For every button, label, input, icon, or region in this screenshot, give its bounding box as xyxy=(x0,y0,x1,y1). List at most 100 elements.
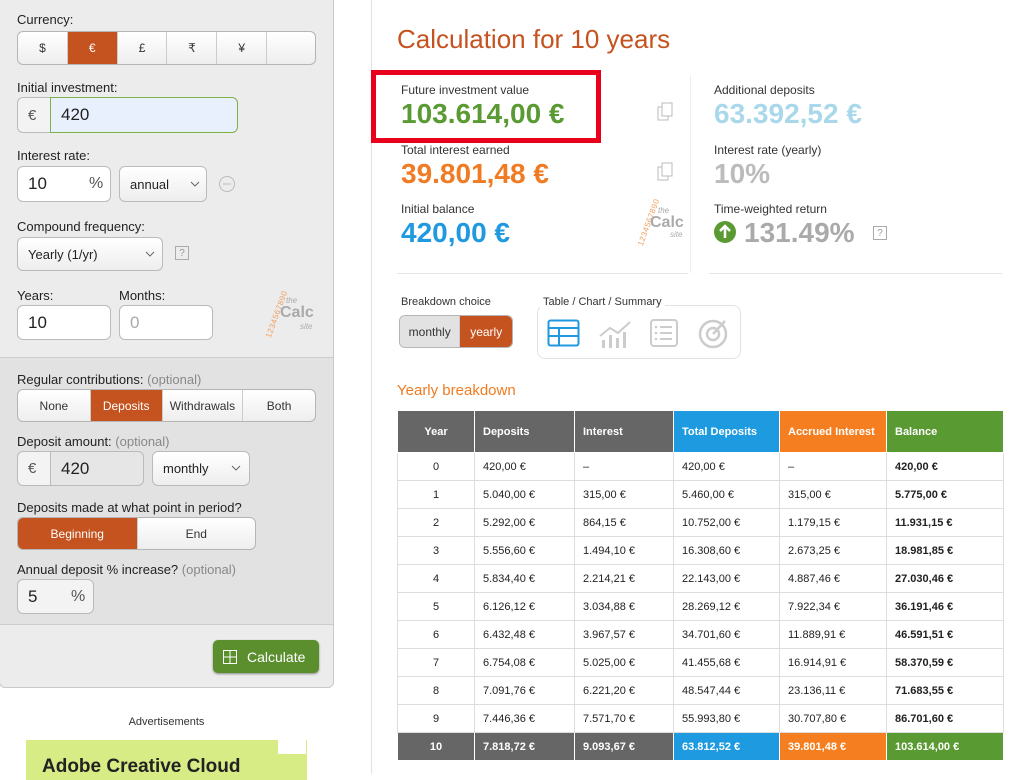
toggle-button[interactable]: monthly xyxy=(400,316,461,347)
currency-button[interactable]: ¥ xyxy=(217,32,268,64)
table-row: 10 7.818,72 €9.093,67 €63.812,52 €39.801,… xyxy=(397,732,1004,761)
help-icon[interactable]: ? xyxy=(873,226,887,240)
logo-name: Calc xyxy=(650,214,684,231)
text-input[interactable]: 10 xyxy=(17,305,111,340)
help-icon[interactable]: ? xyxy=(175,246,189,260)
select[interactable]: monthly xyxy=(152,451,250,486)
table-cell: 5.460,00 € xyxy=(673,480,780,509)
table-cell: 7.818,72 € xyxy=(474,732,575,761)
copy-icon[interactable] xyxy=(656,102,676,122)
table-cell: 22.143,00 € xyxy=(673,564,780,593)
currency-button[interactable]: € xyxy=(67,32,118,64)
chevron xyxy=(190,181,200,187)
table-cell: 315,00 € xyxy=(779,480,887,509)
table-cell: 4.887,46 € xyxy=(779,564,887,593)
table-cell: – xyxy=(574,452,674,481)
calculator-icon xyxy=(223,649,237,664)
divider xyxy=(397,273,688,274)
currency-group: $ € £ ₹ ¥ xyxy=(17,31,316,65)
table-cell: 36.191,46 € xyxy=(886,592,1004,621)
label: Table / Chart / Summary xyxy=(540,296,665,308)
table-cell: 30.707,80 € xyxy=(779,704,887,733)
summary-value: 131.49% xyxy=(744,217,855,248)
table-cell: 5 xyxy=(397,592,475,621)
chart-icon[interactable] xyxy=(598,316,632,350)
optional-note: (optional) xyxy=(147,372,202,387)
label: Months: xyxy=(119,288,166,303)
table-cell: 315,00 € xyxy=(574,480,674,509)
select[interactable]: Yearly (1/yr) xyxy=(17,237,163,271)
currency-button[interactable]: ₹ xyxy=(167,32,218,64)
text-input[interactable]: 420 xyxy=(50,97,238,133)
column-header: Interest xyxy=(574,410,674,453)
text-input[interactable]: 10 xyxy=(17,166,111,202)
table-cell: 0 xyxy=(397,452,475,481)
highlight-box xyxy=(371,70,601,143)
label: Deposit amount: (optional) xyxy=(17,434,170,449)
table-cell: 71.683,55 € xyxy=(886,676,1004,705)
goal-icon[interactable] xyxy=(697,316,731,350)
summary-label: Future investment value xyxy=(401,83,530,97)
table-icon[interactable] xyxy=(547,316,581,350)
select[interactable]: annual xyxy=(119,166,207,202)
label: Interest rate: xyxy=(17,148,90,163)
label-text: Annual deposit % increase? xyxy=(17,562,179,577)
column-header: Balance xyxy=(886,410,1004,453)
summary-value: 39.801,48 € xyxy=(401,158,549,189)
timing-group: Beginning End xyxy=(17,517,256,550)
logo-site: site xyxy=(300,322,313,331)
option-button[interactable]: None xyxy=(18,390,91,421)
column-header: Deposits xyxy=(474,410,575,453)
text-input[interactable]: 5 xyxy=(17,579,94,614)
table-cell: 1.494,10 € xyxy=(574,536,674,565)
table-row: 9 7.446,36 €7.571,70 €55.993,80 €30.707,8… xyxy=(397,704,1004,733)
table-cell: 7 xyxy=(397,648,475,677)
summary-value: 10% xyxy=(714,158,771,189)
button-text: Calculate xyxy=(247,648,306,665)
currency-button[interactable] xyxy=(267,32,315,64)
column-header: Year xyxy=(397,410,475,453)
currency-button[interactable]: £ xyxy=(118,32,168,64)
table-cell: 10 xyxy=(397,732,475,761)
table-cell: 10.752,00 € xyxy=(673,508,780,537)
table-cell: 7.571,70 € xyxy=(574,704,674,733)
table-cell: 11.889,91 € xyxy=(779,620,887,649)
table-cell: 5.040,00 € xyxy=(474,480,575,509)
unit: % xyxy=(71,588,86,605)
summary-icon[interactable] xyxy=(648,316,682,350)
label: Currency: xyxy=(17,12,74,27)
table-cell: 27.030,46 € xyxy=(886,564,1004,593)
table-cell: 5.556,60 € xyxy=(474,536,575,565)
copy-icon[interactable] xyxy=(656,162,676,182)
table-cell: 420,00 € xyxy=(886,452,1004,481)
divider xyxy=(709,273,1002,274)
ad-choice[interactable] xyxy=(278,740,306,754)
label-text: Regular contributions: xyxy=(17,372,144,387)
option-button[interactable]: End xyxy=(185,526,207,541)
table-cell: 41.455,68 € xyxy=(673,648,780,677)
option-button[interactable]: Beginning xyxy=(18,518,138,549)
option-button[interactable]: Deposits xyxy=(90,390,163,421)
toggle-button[interactable]: yearly xyxy=(460,316,512,347)
option-button[interactable]: Withdrawals xyxy=(163,390,244,421)
text-input[interactable]: 420 xyxy=(50,451,144,486)
label: Regular contributions: (optional) xyxy=(17,372,201,387)
text-input[interactable]: 0 xyxy=(119,305,213,340)
ad-banner[interactable]: Adobe Creative Cloud xyxy=(26,740,307,780)
table-cell: 28.269,12 € xyxy=(673,592,780,621)
label: Deposits made at what point in period? xyxy=(17,500,242,515)
table-row: 2 5.292,00 €864,15 €10.752,00 €1.179,15 €… xyxy=(397,508,1004,537)
currency-button[interactable]: $ xyxy=(18,32,68,64)
option-button[interactable]: Both xyxy=(266,398,292,413)
calculate-button[interactable]: Calculate xyxy=(213,640,319,673)
table-cell: 5.834,40 € xyxy=(474,564,575,593)
table-cell: 16.914,91 € xyxy=(779,648,887,677)
header-row: Year Deposits Interest Total Deposits Accrue… xyxy=(397,410,1004,453)
remove-icon[interactable] xyxy=(218,175,236,193)
column-header: Accrued Interest xyxy=(779,410,887,453)
table-row: 1 5.040,00 €315,00 €5.460,00 €315,00 €5.7… xyxy=(397,480,1004,509)
chevron xyxy=(231,465,241,471)
summary-label: Total interest earned xyxy=(401,143,510,157)
ad-text: Adobe Creative Cloud xyxy=(42,756,241,777)
